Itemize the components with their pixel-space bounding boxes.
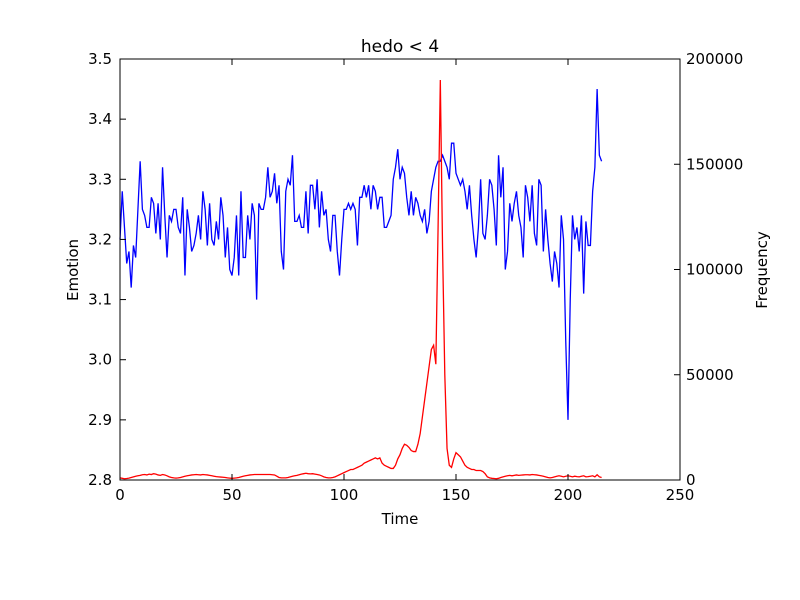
y-tick-label: 3.3 <box>88 170 112 188</box>
y-tick-label: 3.5 <box>88 50 112 68</box>
x-tick-label: 50 <box>222 486 241 504</box>
y2-tick-label: 50000 <box>686 366 734 384</box>
y-axis-label: Emotion <box>64 239 82 301</box>
y2-tick-label: 200000 <box>686 50 743 68</box>
y2-tick-label: 100000 <box>686 261 743 279</box>
x-axis-label: Time <box>381 510 419 528</box>
y-tick-label: 3.2 <box>88 230 112 248</box>
line-series <box>119 80 602 480</box>
x-tick-label: 100 <box>330 486 359 504</box>
x-tick-label: 200 <box>554 486 583 504</box>
y-tick-label: 3.0 <box>88 351 112 369</box>
x-tick-label: 150 <box>442 486 471 504</box>
y2-tick-label: 0 <box>686 471 696 489</box>
x-tick-label: 0 <box>115 486 125 504</box>
y-tick-label: 2.9 <box>88 411 112 429</box>
line-series <box>119 89 603 420</box>
y-tick-label: 3.1 <box>88 291 112 309</box>
y2-axis-label: Frequency <box>753 231 771 309</box>
y-tick-label: 2.8 <box>88 471 112 489</box>
x-tick-label: 250 <box>666 486 695 504</box>
y-tick-label: 3.4 <box>88 110 112 128</box>
y2-tick-label: 150000 <box>686 155 743 173</box>
chart-title: hedo < 4 <box>361 37 439 57</box>
